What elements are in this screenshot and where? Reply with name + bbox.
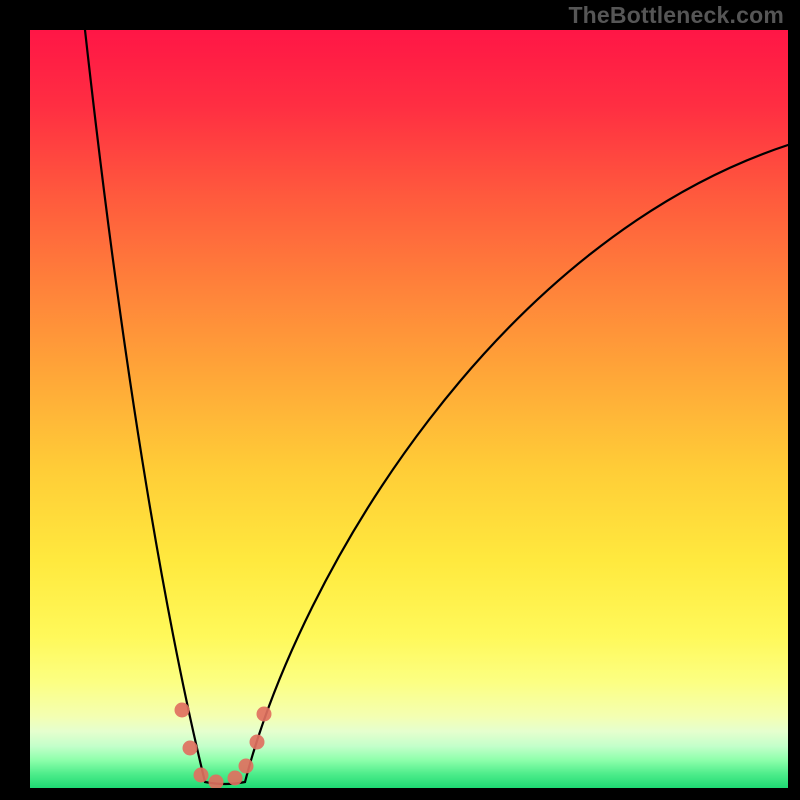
curve-marker [175, 703, 190, 718]
frame-left [0, 0, 30, 800]
watermark-text: TheBottleneck.com [568, 2, 784, 29]
gradient-background [30, 30, 788, 788]
curve-marker [239, 759, 254, 774]
curve-marker [257, 707, 272, 722]
frame-right [788, 0, 800, 800]
curve-marker [250, 735, 265, 750]
plot-area [30, 30, 788, 790]
curve-marker [194, 768, 209, 783]
curve-marker [183, 741, 198, 756]
chart-canvas [0, 0, 800, 800]
frame-bottom [0, 788, 800, 800]
curve-marker [228, 771, 243, 786]
